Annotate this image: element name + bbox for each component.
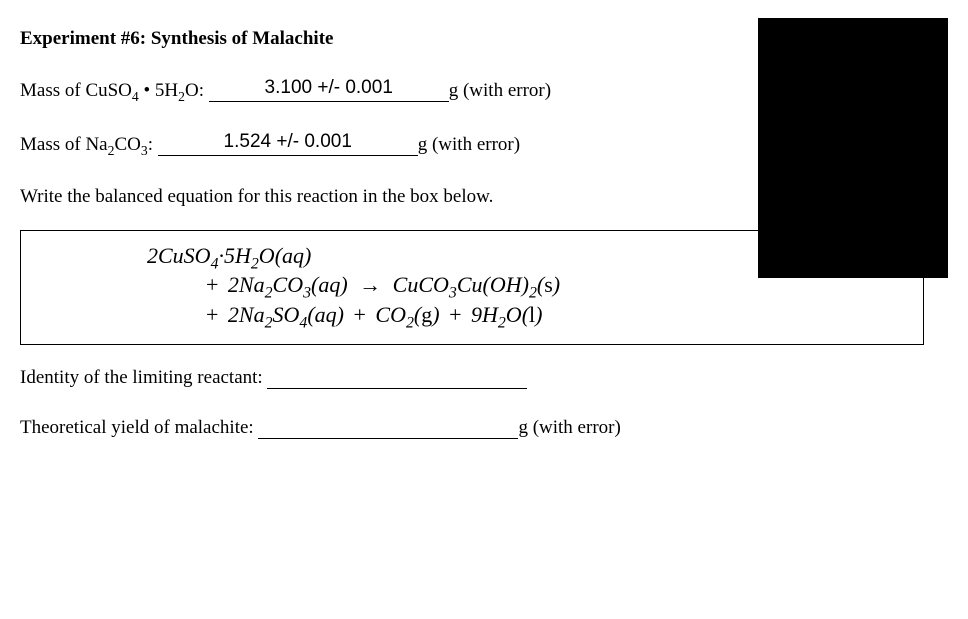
worksheet-content: Experiment #6: Synthesis of Malachite Ma…	[0, 0, 968, 487]
mass-na2co3-row: Mass of Na2CO3: 1.524 +/- 0.001 g (with …	[20, 132, 948, 156]
equation-line-1: 2CuSO4·5H2O(aq)	[37, 241, 907, 271]
mass-na2co3-label: Mass of Na2CO3:	[20, 134, 158, 156]
mass-na2co3-unit: g (with error)	[418, 134, 520, 156]
equation-box: 2CuSO4·5H2O(aq) + 2Na2CO3(aq) → CuCO3Cu(…	[20, 230, 924, 345]
theoretical-yield-row: Theoretical yield of malachite: g (with …	[20, 417, 948, 439]
mass-cuso4-value[interactable]: 3.100 +/- 0.001	[209, 78, 449, 102]
theoretical-yield-unit: g (with error)	[518, 417, 620, 439]
limiting-reactant-row: Identity of the limiting reactant:	[20, 367, 948, 389]
mass-cuso4-row: Mass of CuSO4 • 5H2O: 3.100 +/- 0.001 g …	[20, 78, 948, 102]
mass-cuso4-unit: g (with error)	[449, 80, 551, 102]
limiting-reactant-value[interactable]	[267, 386, 527, 389]
theoretical-yield-value[interactable]	[258, 436, 518, 439]
equation-line-3: + 2Na2SO4(aq) + CO2(g) + 9H2O(l)	[37, 300, 907, 330]
mass-na2co3-value[interactable]: 1.524 +/- 0.001	[158, 132, 418, 156]
experiment-title: Experiment #6: Synthesis of Malachite	[20, 28, 948, 50]
limiting-reactant-label: Identity of the limiting reactant:	[20, 367, 267, 389]
mass-cuso4-label: Mass of CuSO4 • 5H2O:	[20, 80, 209, 102]
theoretical-yield-label: Theoretical yield of malachite:	[20, 417, 258, 439]
equation-line-2: + 2Na2CO3(aq) → CuCO3Cu(OH)2(s)	[37, 270, 907, 300]
equation-prompt: Write the balanced equation for this rea…	[20, 186, 948, 208]
